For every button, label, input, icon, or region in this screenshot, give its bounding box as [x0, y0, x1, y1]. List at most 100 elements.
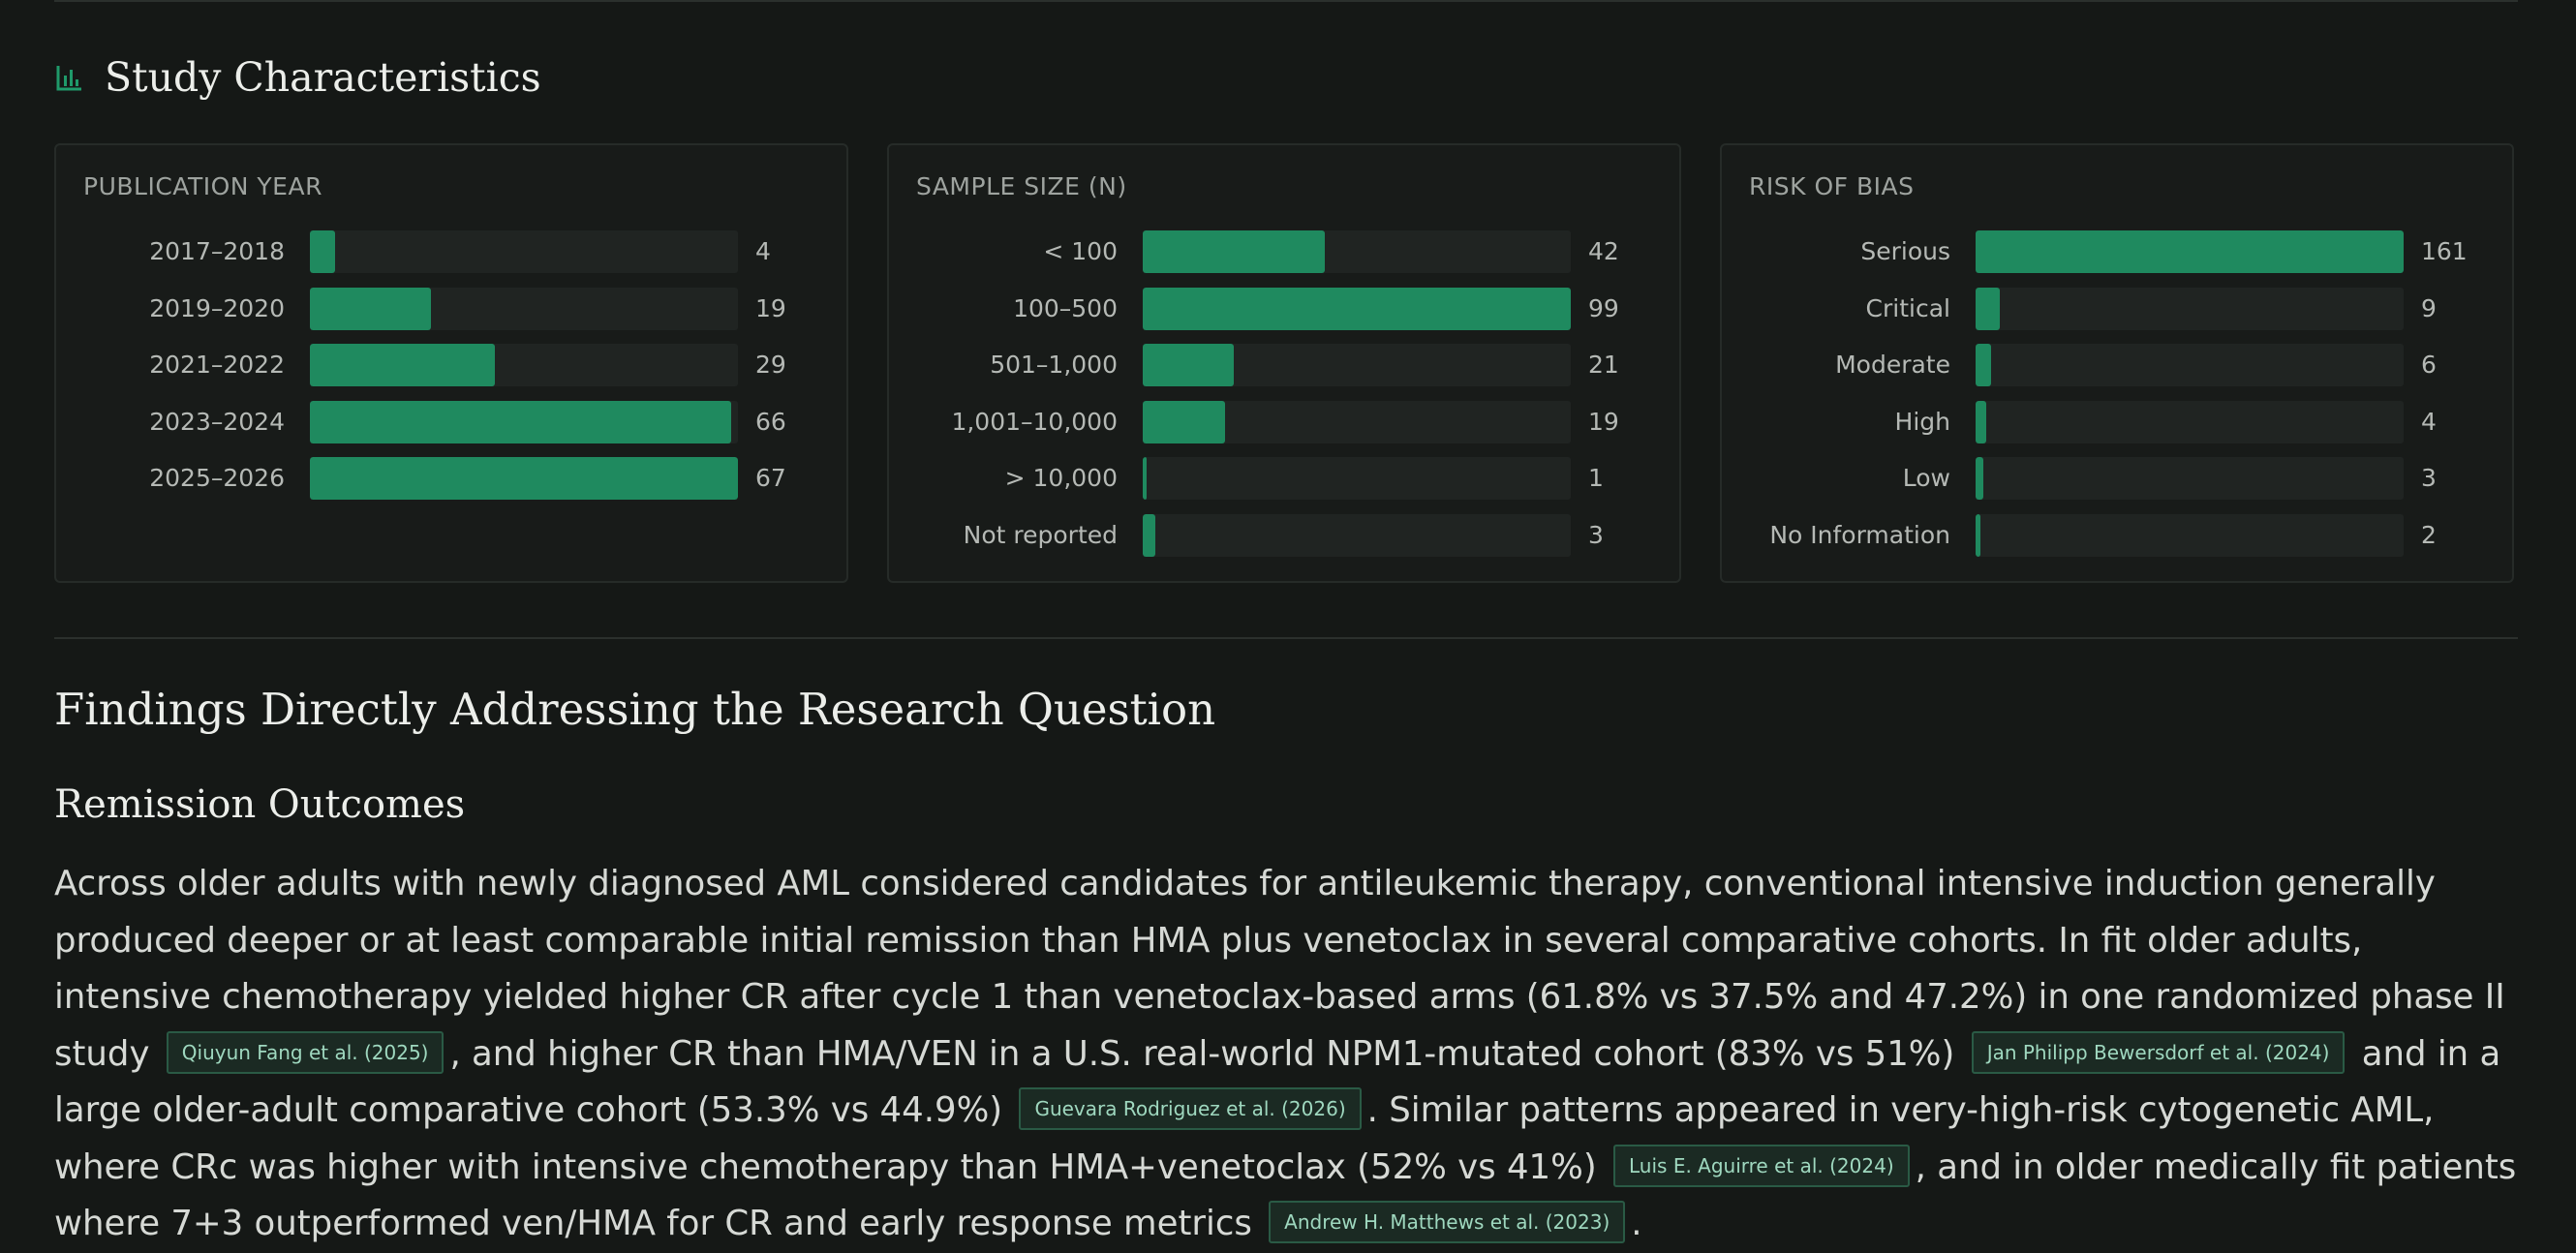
bar-row: Low 3 [1722, 457, 2512, 500]
bar-row: 501–1,000 21 [889, 344, 1679, 386]
bar [310, 400, 731, 443]
bar-value: 4 [755, 237, 771, 265]
bar-value: 6 [2421, 351, 2437, 379]
bar [1976, 457, 1983, 500]
section-header: Study Characteristics [54, 46, 541, 108]
paragraph-text: and in a large older-adult comparative c… [54, 1033, 2501, 1131]
bar [1143, 344, 1234, 386]
bar-row: Moderate 6 [1722, 344, 2512, 386]
bar-track [1976, 457, 2404, 500]
bar-row: 1,001–10,000 19 [889, 400, 1679, 443]
bar-label: < 100 [1043, 237, 1118, 265]
bar [1976, 344, 1991, 386]
bar-value: 2 [2421, 520, 2437, 549]
citation-badge[interactable]: Luis E. Aguirre et al. (2024) [1613, 1144, 1910, 1187]
bar-track [310, 344, 738, 386]
bar-label: > 10,000 [1004, 464, 1118, 492]
citation-badge[interactable]: Andrew H. Matthews et al. (2023) [1269, 1201, 1626, 1243]
bar [1143, 513, 1155, 557]
bar-track [1143, 457, 1571, 500]
citation-badge[interactable]: Qiuyun Fang et al. (2025) [166, 1030, 445, 1074]
bar-value: 4 [2421, 407, 2437, 436]
bar-label: Not reported [963, 520, 1118, 549]
bar [1143, 457, 1147, 500]
section-title: Study Characteristics [105, 54, 541, 101]
bar-track [1976, 230, 2404, 273]
bar-row: High 4 [1722, 400, 2512, 443]
bar-chart-icon [56, 66, 81, 91]
bar [1143, 400, 1225, 443]
chart-title: RISK OF BIAS [1749, 172, 1915, 200]
bar-track [1976, 513, 2404, 557]
bar-track [310, 230, 738, 273]
bar-track [1143, 400, 1571, 443]
bar-label: 2023–2024 [149, 407, 285, 436]
bar-row: > 10,000 1 [889, 457, 1679, 500]
findings-paragraph: Across older adults with newly diagnosed… [54, 856, 2524, 1253]
chart-title: PUBLICATION YEAR [83, 172, 322, 200]
chart-title: SAMPLE SIZE (N) [916, 172, 1127, 200]
bar-row: 2019–2020 19 [56, 287, 846, 330]
bar-label: Serious [1860, 237, 1950, 265]
bar-value: 19 [755, 293, 786, 322]
bar-value: 9 [2421, 293, 2437, 322]
bar-label: 2019–2020 [149, 293, 285, 322]
bar-value: 161 [2421, 237, 2468, 265]
bar [310, 344, 495, 386]
sample-size-chart: SAMPLE SIZE (N) < 100 42 100–500 99 501–1,00… [887, 143, 1681, 583]
bar [310, 230, 335, 273]
bar [1976, 513, 1980, 557]
paragraph-text: . [1631, 1204, 1642, 1243]
bar-track [1143, 287, 1571, 330]
bar-label: 2017–2018 [149, 237, 285, 265]
bar [1976, 230, 2404, 273]
bar-track [310, 287, 738, 330]
bar [1976, 287, 2000, 330]
bar-label: 100–500 [1013, 293, 1118, 322]
bar-label: 2021–2022 [149, 351, 285, 379]
bar-row: 2025–2026 67 [56, 457, 846, 500]
risk-of-bias-chart: RISK OF BIAS Serious 161 Critical 9 Moderate… [1720, 143, 2514, 583]
bar-label: 501–1,000 [990, 351, 1118, 379]
bar-row: 100–500 99 [889, 287, 1679, 330]
bar-row: 2021–2022 29 [56, 344, 846, 386]
bar-row: No Information 2 [1722, 513, 2512, 557]
bar-value: 1 [1588, 464, 1604, 492]
bar-label: High [1894, 407, 1950, 436]
bar-track [1976, 400, 2404, 443]
bar-row: Not reported 3 [889, 513, 1679, 557]
bar-label: No Information [1769, 520, 1950, 549]
bar-value: 42 [1588, 237, 1619, 265]
publication-year-chart: PUBLICATION YEAR 2017–2018 4 2019–2020 19 20… [54, 143, 848, 583]
bar-value: 29 [755, 351, 786, 379]
bar-row: < 100 42 [889, 230, 1679, 273]
bar-label: Critical [1865, 293, 1950, 322]
bar-label: 1,001–10,000 [951, 407, 1118, 436]
bar-value: 21 [1588, 351, 1619, 379]
section-divider [54, 637, 2518, 639]
bar-row: Serious 161 [1722, 230, 2512, 273]
bar [1143, 287, 1571, 330]
bar-row: Critical 9 [1722, 287, 2512, 330]
bar-value: 3 [2421, 464, 2437, 492]
bar-track [310, 457, 738, 500]
bar [310, 457, 738, 500]
citation-badge[interactable]: Guevara Rodriguez et al. (2026) [1019, 1087, 1362, 1130]
bar-track [1143, 344, 1571, 386]
bar [1143, 230, 1325, 273]
bar-track [1976, 344, 2404, 386]
bar-row: 2023–2024 66 [56, 400, 846, 443]
bar-track [310, 400, 738, 443]
bar-track [1143, 513, 1571, 557]
bar-label: Low [1902, 464, 1950, 492]
bar-track [1143, 230, 1571, 273]
subsection-title: Remission Outcomes [54, 782, 466, 827]
citation-badge[interactable]: Jan Philipp Bewersdorf et al. (2024) [1971, 1030, 2346, 1074]
findings-title: Findings Directly Addressing the Researc… [54, 684, 1216, 735]
paragraph-text: . Similar patterns appeared in very-high… [54, 1090, 2435, 1187]
bar-label: 2025–2026 [149, 464, 285, 492]
bar-value: 67 [755, 464, 786, 492]
paragraph-text: Across older adults with newly diagnosed… [54, 864, 2505, 1074]
bar-value: 3 [1588, 520, 1604, 549]
bar-value: 19 [1588, 407, 1619, 436]
